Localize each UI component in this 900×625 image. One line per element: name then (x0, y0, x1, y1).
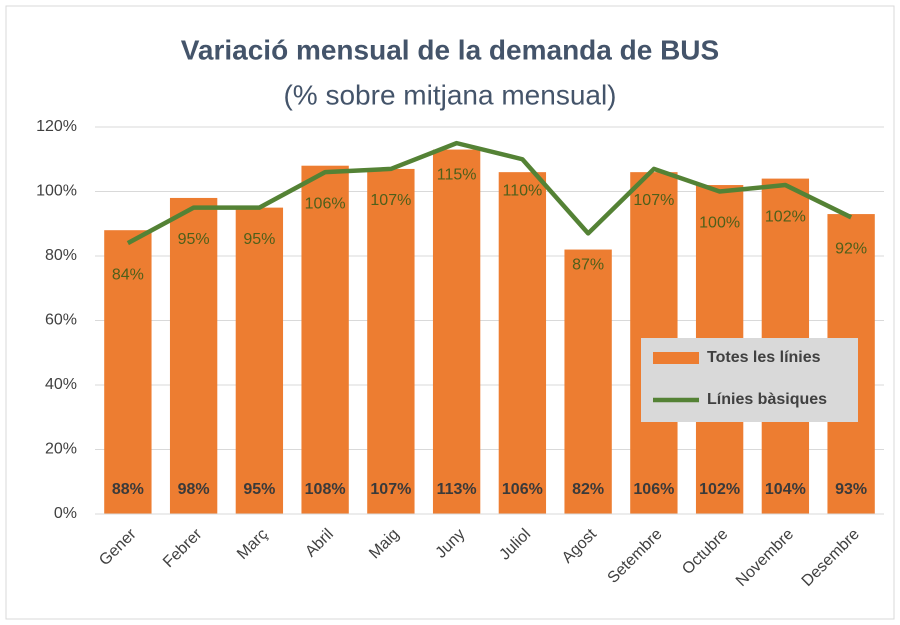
line-value-label: 106% (305, 195, 346, 212)
line-value-label: 110% (503, 182, 543, 199)
bar (367, 168, 415, 515)
bar (564, 249, 612, 515)
line-value-label: 102% (765, 208, 806, 225)
line-value-label: 84% (112, 266, 144, 283)
y-tick-label: 120% (36, 118, 77, 135)
bar (301, 165, 349, 514)
line-value-label: 107% (633, 192, 674, 209)
chart-title: Variació mensual de la demanda de BUS (181, 34, 719, 65)
bar-value-label: 88% (112, 481, 144, 498)
bar (104, 230, 152, 514)
line-value-label: 92% (835, 241, 867, 258)
bar (432, 149, 481, 514)
bar-value-label: 93% (835, 481, 867, 498)
line (126, 140, 853, 246)
bar (498, 172, 547, 514)
bar-value-label: 108% (305, 481, 346, 498)
bar-value-label: 102% (699, 481, 740, 498)
bar-value-label: 106% (502, 481, 543, 498)
bar-value-label: 82% (572, 481, 604, 498)
bar-value-label: 106% (633, 481, 674, 498)
line-value-label: 95% (178, 231, 210, 248)
y-tick-label: 80% (45, 247, 77, 264)
bar (235, 207, 284, 514)
y-tick-label: 20% (45, 441, 77, 458)
bar-value-label: 95% (243, 481, 275, 498)
chart-subtitle: (% sobre mitjana mensual) (283, 79, 616, 110)
line-value-label: 100% (699, 215, 740, 232)
bar-value-label: 113% (437, 481, 477, 498)
bar (169, 197, 218, 514)
line-value-label: 115% (437, 166, 477, 183)
legend-label: Totes les línies (707, 349, 821, 366)
bar-value-label: 98% (178, 481, 210, 498)
line-value-label: 87% (572, 257, 604, 274)
bar-value-label: 107% (370, 481, 411, 498)
y-tick-label: 40% (45, 376, 77, 393)
bar-value-label: 104% (765, 481, 806, 498)
line-value-label: 107% (370, 192, 411, 209)
y-tick-label: 100% (36, 183, 77, 200)
y-tick-label: 0% (54, 505, 77, 522)
line-value-label: 95% (243, 231, 275, 248)
legend-label: Línies bàsiques (707, 391, 827, 408)
y-tick-label: 60% (45, 312, 77, 329)
legend-swatch (653, 352, 699, 364)
